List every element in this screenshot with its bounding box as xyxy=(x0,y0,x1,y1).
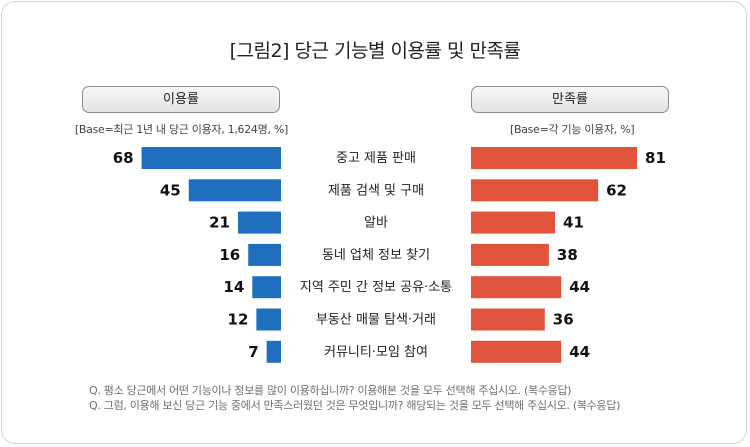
usage-value-label: 21 xyxy=(209,214,230,232)
usage-rate-label: 이용률 xyxy=(82,86,280,113)
footnotes: Q. 평소 당근에서 어떤 기능이나 정보를 많이 이용하십니까? 이용해본 것… xyxy=(89,383,620,413)
usage-bar xyxy=(188,179,281,202)
satisfaction-value-label: 44 xyxy=(569,278,590,296)
footnote-usage-question: Q. 평소 당근에서 어떤 기능이나 정보를 많이 이용하십니까? 이용해본 것… xyxy=(89,384,572,397)
satisfaction-bar xyxy=(471,211,556,234)
category-label: 동네 업체 정보 찾기 xyxy=(322,248,430,263)
category-label: 부동산 매물 탐색·거래 xyxy=(316,313,436,328)
footnote-satisfaction-question: Q. 그럼, 이용해 보신 당근 기능 중에서 만족스러웠던 것은 무엇입니까?… xyxy=(89,399,621,412)
usage-value-label: 12 xyxy=(228,311,249,329)
satisfaction-bar xyxy=(471,147,638,169)
usage-value-label: 7 xyxy=(248,343,258,361)
usage-bar xyxy=(252,276,281,299)
satisfaction-value-label: 44 xyxy=(569,343,590,361)
category-label: 알바 xyxy=(364,216,388,231)
satisfaction-bar xyxy=(471,179,599,202)
usage-bar xyxy=(266,340,281,363)
satisfaction-base-note: [Base=각 기능 이용자, %] xyxy=(510,123,635,136)
satisfaction-value-label: 41 xyxy=(563,214,584,232)
usage-value-label: 68 xyxy=(113,149,134,167)
usage-bar xyxy=(141,147,281,169)
satisfaction-bar xyxy=(471,243,549,266)
satisfaction-value-label: 38 xyxy=(557,246,578,264)
satisfaction-value-label: 81 xyxy=(645,149,666,167)
usage-value-label: 14 xyxy=(223,278,244,296)
satisfaction-value-label: 36 xyxy=(553,311,574,329)
category-label: 지역 주민 간 정보 공유·소통 xyxy=(300,280,452,295)
chart-title: [그림2] 당근 기능별 이용률 및 만족률 xyxy=(229,40,521,62)
category-label: 커뮤니티·모임 참여 xyxy=(324,345,428,360)
category-label: 중고 제품 판매 xyxy=(336,151,416,166)
satisfaction-bar xyxy=(471,340,562,363)
category-label: 제품 검색 및 구매 xyxy=(328,183,424,198)
usage-value-label: 45 xyxy=(160,181,181,199)
usage-bar xyxy=(237,211,281,234)
usage-bar xyxy=(256,308,281,331)
satisfaction-bar xyxy=(471,308,545,331)
satisfaction-value-label: 62 xyxy=(606,181,627,199)
usage-value-label: 16 xyxy=(219,246,240,264)
usage-base-note: [Base=최근 1년 내 당근 이용자, 1,624명, %] xyxy=(74,123,288,136)
usage-bar xyxy=(248,243,281,266)
satisfaction-rate-label: 만족률 xyxy=(471,86,669,113)
satisfaction-bar xyxy=(471,276,562,299)
